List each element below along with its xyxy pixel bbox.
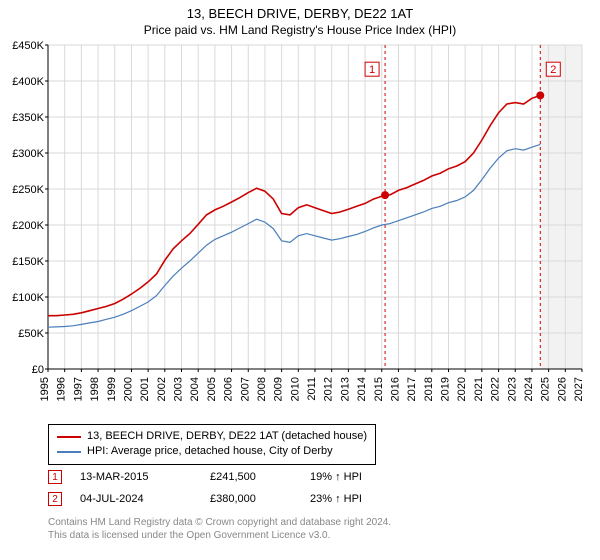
y-tick-label: £450K xyxy=(12,41,44,52)
x-tick-label: 2016 xyxy=(389,377,401,401)
series-price_paid xyxy=(48,95,540,315)
x-tick-label: 2011 xyxy=(306,377,318,401)
marker-dot-1 xyxy=(381,191,389,199)
attribution-line-1: Contains HM Land Registry data © Crown c… xyxy=(48,516,391,529)
legend-row-hpi: HPI: Average price, detached house, City… xyxy=(57,444,367,459)
sale-price-1: £241,500 xyxy=(210,471,310,483)
legend-swatch-hpi xyxy=(57,451,81,452)
x-tick-label: 2008 xyxy=(256,377,268,401)
y-tick-label: £50K xyxy=(18,328,44,340)
x-tick-label: 2018 xyxy=(423,377,435,401)
x-tick-label: 2013 xyxy=(339,377,351,401)
chart-subtitle: Price paid vs. HM Land Registry's House … xyxy=(0,21,600,41)
legend-swatch-price-paid xyxy=(57,436,81,438)
y-tick-label: £250K xyxy=(12,184,44,196)
x-tick-label: 1998 xyxy=(89,377,101,401)
legend-row-price-paid: 13, BEECH DRIVE, DERBY, DE22 1AT (detach… xyxy=(57,429,367,444)
y-tick-label: £400K xyxy=(12,76,44,88)
y-tick-label: £0 xyxy=(32,364,44,376)
x-tick-label: 2009 xyxy=(273,377,285,401)
x-tick-label: 2022 xyxy=(490,377,502,401)
sale-date-2: 04-JUL-2024 xyxy=(80,493,210,505)
attribution: Contains HM Land Registry data © Crown c… xyxy=(48,516,391,542)
chart-area: £0 £50K £100K £150K £200K £250K £300K £350K £400… xyxy=(0,41,600,421)
legend-label-price-paid: 13, BEECH DRIVE, DERBY, DE22 1AT (detach… xyxy=(87,429,367,444)
sales-table: 1 13-MAR-2015 £241,500 19% ↑ HPI 2 04-JU… xyxy=(48,466,450,510)
sale-price-2: £380,000 xyxy=(210,493,310,505)
x-tick-label: 2014 xyxy=(356,377,368,401)
x-tick-label: 2000 xyxy=(122,377,134,401)
x-tick-label: 2025 xyxy=(540,377,552,401)
x-tick-label: 2019 xyxy=(440,377,452,401)
x-tick-label: 2010 xyxy=(289,377,301,401)
marker-badge-text-2: 2 xyxy=(550,64,556,76)
x-tick-label: 2007 xyxy=(239,377,251,401)
x-tick-label: 1997 xyxy=(72,377,84,401)
x-tick-label: 2023 xyxy=(506,377,518,401)
marker-dot-2 xyxy=(536,91,544,99)
sale-row-2: 2 04-JUL-2024 £380,000 23% ↑ HPI xyxy=(48,488,450,510)
y-tick-label: £300K xyxy=(12,148,44,160)
y-tick-label: £350K xyxy=(12,112,44,124)
future-shade xyxy=(540,45,582,369)
x-tick-label: 2004 xyxy=(189,377,201,401)
y-tick-label: £100K xyxy=(12,292,44,304)
chart-svg: £0 £50K £100K £150K £200K £250K £300K £350K £400… xyxy=(0,41,600,421)
y-tick-label: £200K xyxy=(12,220,44,232)
y-tick-label: £150K xyxy=(12,256,44,268)
x-tick-label: 1999 xyxy=(106,377,118,401)
sale-date-1: 13-MAR-2015 xyxy=(80,471,210,483)
sale-row-1: 1 13-MAR-2015 £241,500 19% ↑ HPI xyxy=(48,466,450,488)
x-tick-label: 2020 xyxy=(456,377,468,401)
x-tick-label: 2026 xyxy=(556,377,568,401)
x-tick-label: 2001 xyxy=(139,377,151,401)
x-tick-label: 2006 xyxy=(223,377,235,401)
x-tick-label: 2002 xyxy=(156,377,168,401)
x-tick-label: 2021 xyxy=(473,377,485,401)
legend-label-hpi: HPI: Average price, detached house, City… xyxy=(87,444,333,459)
sale-delta-1: 19% ↑ HPI xyxy=(310,471,450,483)
x-tick-label: 2003 xyxy=(173,377,185,401)
x-tick-label: 2015 xyxy=(373,377,385,401)
x-tick-label: 1995 xyxy=(39,377,51,401)
x-tick-label: 2012 xyxy=(323,377,335,401)
chart-title: 13, BEECH DRIVE, DERBY, DE22 1AT xyxy=(0,0,600,21)
chart-container: 13, BEECH DRIVE, DERBY, DE22 1AT Price p… xyxy=(0,0,600,560)
x-tick-label: 2005 xyxy=(206,377,218,401)
attribution-line-2: This data is licensed under the Open Gov… xyxy=(48,529,391,542)
x-tick-label: 1996 xyxy=(56,377,68,401)
sale-badge-1: 1 xyxy=(48,470,62,484)
x-tick-label: 2017 xyxy=(406,377,418,401)
legend-box: 13, BEECH DRIVE, DERBY, DE22 1AT (detach… xyxy=(48,424,376,465)
sale-delta-2: 23% ↑ HPI xyxy=(310,493,450,505)
x-tick-label: 2027 xyxy=(573,377,585,401)
sale-badge-2: 2 xyxy=(48,492,62,506)
marker-badge-text-1: 1 xyxy=(369,64,375,76)
x-tick-label: 2024 xyxy=(523,377,535,401)
